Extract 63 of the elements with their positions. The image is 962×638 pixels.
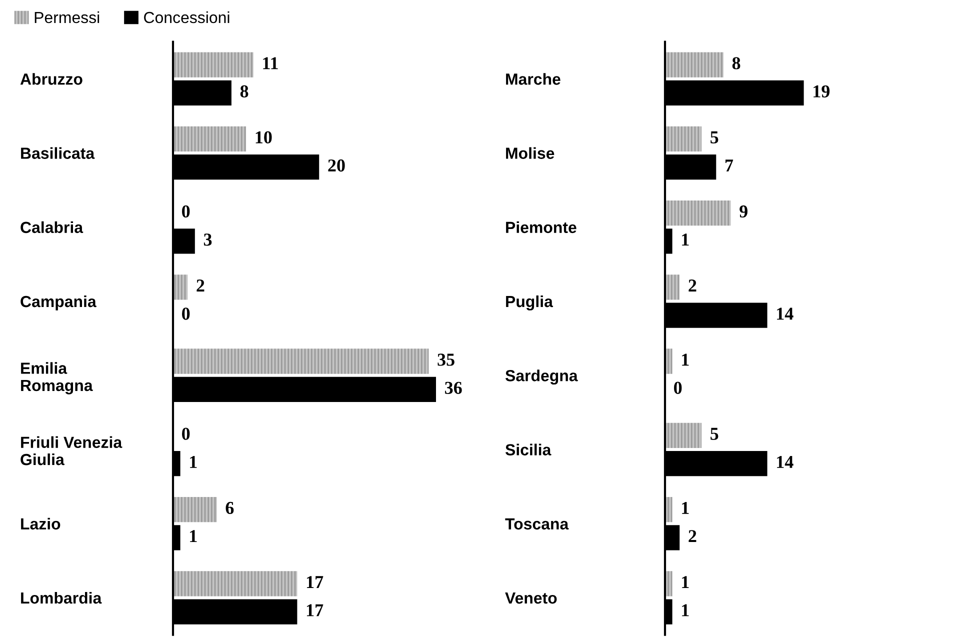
y-tick-label: Lombardia	[21, 592, 102, 604]
y-tick-label: Emilia Romagna	[21, 362, 93, 394]
data-label: 5	[710, 131, 718, 144]
data-label: 36	[445, 382, 462, 394]
bar	[665, 348, 672, 374]
data-label: 1	[682, 502, 689, 514]
data-label: 10	[256, 131, 272, 144]
data-label: 11	[263, 57, 278, 70]
data-label: 0	[182, 428, 190, 440]
y-tick-label: Campania	[20, 295, 96, 310]
data-label: 9	[740, 205, 748, 218]
data-label: 3	[204, 234, 212, 246]
data-label: 2	[688, 280, 696, 292]
y-tick-label: Friuli Venezia Giulia	[20, 436, 122, 466]
data-label: 0	[674, 382, 682, 394]
data-label: 6	[226, 502, 234, 514]
y-tick-label: Toscana	[505, 518, 569, 530]
data-label: 1	[682, 576, 689, 588]
data-label: 19	[814, 85, 830, 98]
y-tick-label: Abruzzo	[20, 73, 82, 85]
y-tick-label: Veneto	[505, 592, 557, 604]
bar	[665, 422, 702, 448]
y-tick-label: Calabria	[20, 221, 84, 234]
y-tick-label: Marche	[506, 73, 560, 85]
bar	[665, 571, 672, 596]
data-label: 17	[306, 604, 324, 616]
y-tick-label: Basilicata	[21, 147, 95, 159]
y-tick-label: Piemonte	[506, 221, 576, 234]
data-label: 8	[732, 57, 740, 70]
data-label: 2	[196, 280, 204, 292]
bar	[173, 274, 188, 300]
bar	[665, 200, 731, 226]
data-label: 0	[182, 205, 190, 218]
legend-label: Permessi	[34, 11, 100, 24]
data-label: 1	[682, 354, 689, 366]
bar	[665, 274, 680, 300]
y-tick-label: Molise	[506, 147, 554, 159]
data-label: 2	[688, 530, 696, 542]
y-tick-label: Lazio	[21, 518, 60, 530]
legend-label: Concessioni	[144, 11, 230, 24]
data-label: 20	[328, 159, 345, 172]
data-label: 1	[190, 456, 197, 468]
data-label: 14	[777, 456, 794, 468]
data-label: 1	[190, 530, 197, 542]
bar	[665, 52, 724, 78]
bar	[173, 52, 254, 78]
data-label: 35	[438, 354, 454, 366]
bar	[173, 126, 246, 152]
data-label: 1	[682, 604, 689, 616]
bar	[173, 348, 429, 374]
data-label: 7	[726, 160, 734, 172]
data-label: 8	[240, 85, 248, 98]
bar	[665, 126, 702, 152]
y-tick-label: Sardegna	[505, 370, 578, 385]
data-label: 0	[182, 308, 190, 320]
data-label: 5	[710, 428, 718, 440]
data-label: 1	[682, 234, 689, 246]
y-tick-label: Sicilia	[505, 444, 552, 456]
data-label: 14	[777, 308, 794, 320]
data-label: 17	[306, 576, 324, 588]
bar	[173, 571, 298, 596]
y-tick-label: Puglia	[506, 295, 554, 310]
bar	[173, 496, 217, 522]
